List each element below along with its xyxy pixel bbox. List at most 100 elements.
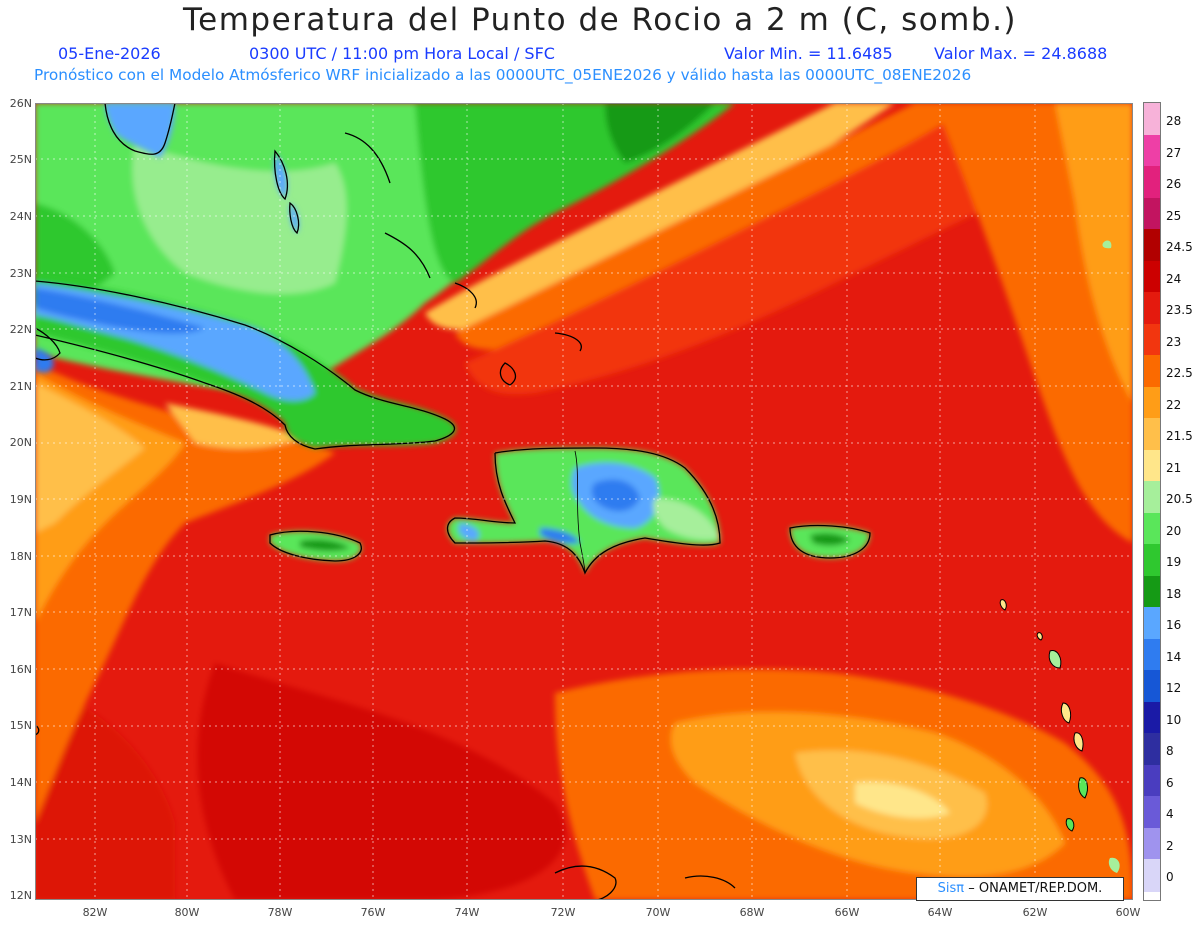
lat-label: 16N	[9, 663, 32, 676]
legend-swatch	[1144, 449, 1160, 483]
legend-label: 0	[1166, 870, 1174, 885]
legend-label: 24	[1166, 271, 1182, 286]
map-grid	[35, 103, 1133, 900]
andros-coastline	[273, 149, 289, 201]
legend-swatch	[1144, 859, 1160, 892]
legend-swatch	[1144, 229, 1160, 262]
legend-swatch	[1144, 323, 1160, 356]
legend-swatch	[1144, 260, 1160, 293]
legend-label: 10	[1166, 712, 1182, 727]
hispaniola-coastline	[446, 447, 721, 575]
legend-label: 4	[1166, 807, 1174, 822]
lat-label: 25N	[9, 153, 32, 166]
legend-swatch	[1144, 481, 1160, 514]
lon-label: 74W	[454, 906, 480, 919]
legend-swatch	[1144, 764, 1160, 798]
bahamas-coastline	[289, 201, 300, 235]
legend-label: 12	[1166, 681, 1182, 696]
lon-label: 76W	[360, 906, 386, 919]
legend-label: 21	[1166, 460, 1182, 475]
bahamas-coastline	[454, 282, 477, 309]
legend-label: 21.5	[1166, 429, 1193, 444]
lat-label: 18N	[9, 550, 32, 563]
legend-swatch	[1144, 512, 1160, 546]
lat-label: 14N	[9, 776, 32, 789]
bahamas-coastline	[554, 332, 582, 352]
legend-swatch	[1144, 796, 1160, 829]
lon-label: 78W	[267, 906, 293, 919]
legend-swatch	[1144, 575, 1160, 609]
cuba-coastline	[35, 280, 456, 450]
aruba-curacao-coastline	[684, 875, 736, 889]
legend-swatch	[1144, 103, 1160, 136]
puerto-rico-coastline	[789, 524, 871, 559]
legend-label: 2	[1166, 838, 1174, 853]
lon-label: 66W	[834, 906, 860, 919]
legend-label: 24.5	[1166, 240, 1193, 255]
lat-label: 12N	[9, 889, 32, 902]
legend-swatch	[1144, 638, 1160, 672]
turks-caicos-coastline	[499, 362, 517, 386]
dewpoint-map	[35, 103, 1133, 900]
legend-swatch	[1144, 355, 1160, 388]
legend-label: 20.5	[1166, 492, 1193, 507]
lat-label: 20N	[9, 436, 32, 449]
legend-label: 23	[1166, 334, 1182, 349]
lat-label: 24N	[9, 210, 32, 223]
florida-coastline	[104, 103, 176, 155]
legend-label: 16	[1166, 618, 1182, 633]
legend-swatch	[1144, 607, 1160, 640]
legend-swatch	[1144, 292, 1160, 325]
legend-swatch	[1144, 166, 1160, 199]
legend-swatch	[1144, 134, 1160, 167]
map-title: Temperatura del Punto de Rocio a 2 m (C,…	[182, 2, 1018, 38]
isla-juventud-coastline	[35, 327, 61, 361]
jamaica-coastline	[269, 530, 362, 562]
credit-org: – ONAMET/REP.DOM.	[968, 881, 1103, 896]
lat-label: 23N	[9, 267, 32, 280]
date-label: 05-Ene-2026	[58, 44, 161, 63]
south-america-coastline	[554, 865, 617, 900]
lat-label: 13N	[9, 833, 32, 846]
lat-label: 15N	[9, 719, 32, 732]
legend-label: 23.5	[1166, 303, 1193, 318]
forecast-info: Pronóstico con el Modelo Atmósferico WRF…	[34, 66, 972, 84]
lon-label: 62W	[1022, 906, 1048, 919]
legend-swatch	[1144, 418, 1160, 451]
lat-label: 21N	[9, 380, 32, 393]
legend-label: 20	[1166, 523, 1182, 538]
legend-swatch	[1144, 733, 1160, 766]
legend-label: 22	[1166, 397, 1182, 412]
lon-label: 60W	[1115, 906, 1141, 919]
legend-swatch	[1144, 827, 1160, 861]
lon-label: 72W	[550, 906, 576, 919]
legend-label: 6	[1166, 775, 1174, 790]
max-value-label: Valor Max. = 24.8688	[934, 44, 1108, 63]
legend-label: 27	[1166, 145, 1182, 160]
color-legend	[1143, 102, 1161, 901]
lon-label: 80W	[174, 906, 200, 919]
legend-label: 25	[1166, 208, 1182, 223]
lat-label: 17N	[9, 606, 32, 619]
legend-swatch	[1144, 197, 1160, 230]
legend-swatch	[1144, 386, 1160, 420]
legend-label: 14	[1166, 649, 1182, 664]
bahamas-coastline	[344, 132, 391, 184]
legend-swatch	[1144, 670, 1160, 703]
lon-label: 70W	[645, 906, 671, 919]
bahamas-coastline	[384, 232, 431, 279]
legend-border	[1143, 102, 1161, 901]
legend-label: 18	[1166, 586, 1182, 601]
lon-label: 64W	[927, 906, 953, 919]
legend-label: 26	[1166, 177, 1182, 192]
time-label: 0300 UTC / 11:00 pm Hora Local / SFC	[249, 44, 555, 63]
legend-swatch	[1144, 701, 1160, 735]
legend-swatch	[1144, 544, 1160, 577]
credit-box: Sisπ – ONAMET/REP.DOM.	[916, 877, 1124, 901]
min-value-label: Valor Min. = 11.6485	[724, 44, 893, 63]
haiti-dr-border	[574, 450, 586, 574]
lat-label: 19N	[9, 493, 32, 506]
lon-label: 68W	[739, 906, 765, 919]
legend-label: 8	[1166, 744, 1174, 759]
lon-label: 82W	[82, 906, 108, 919]
